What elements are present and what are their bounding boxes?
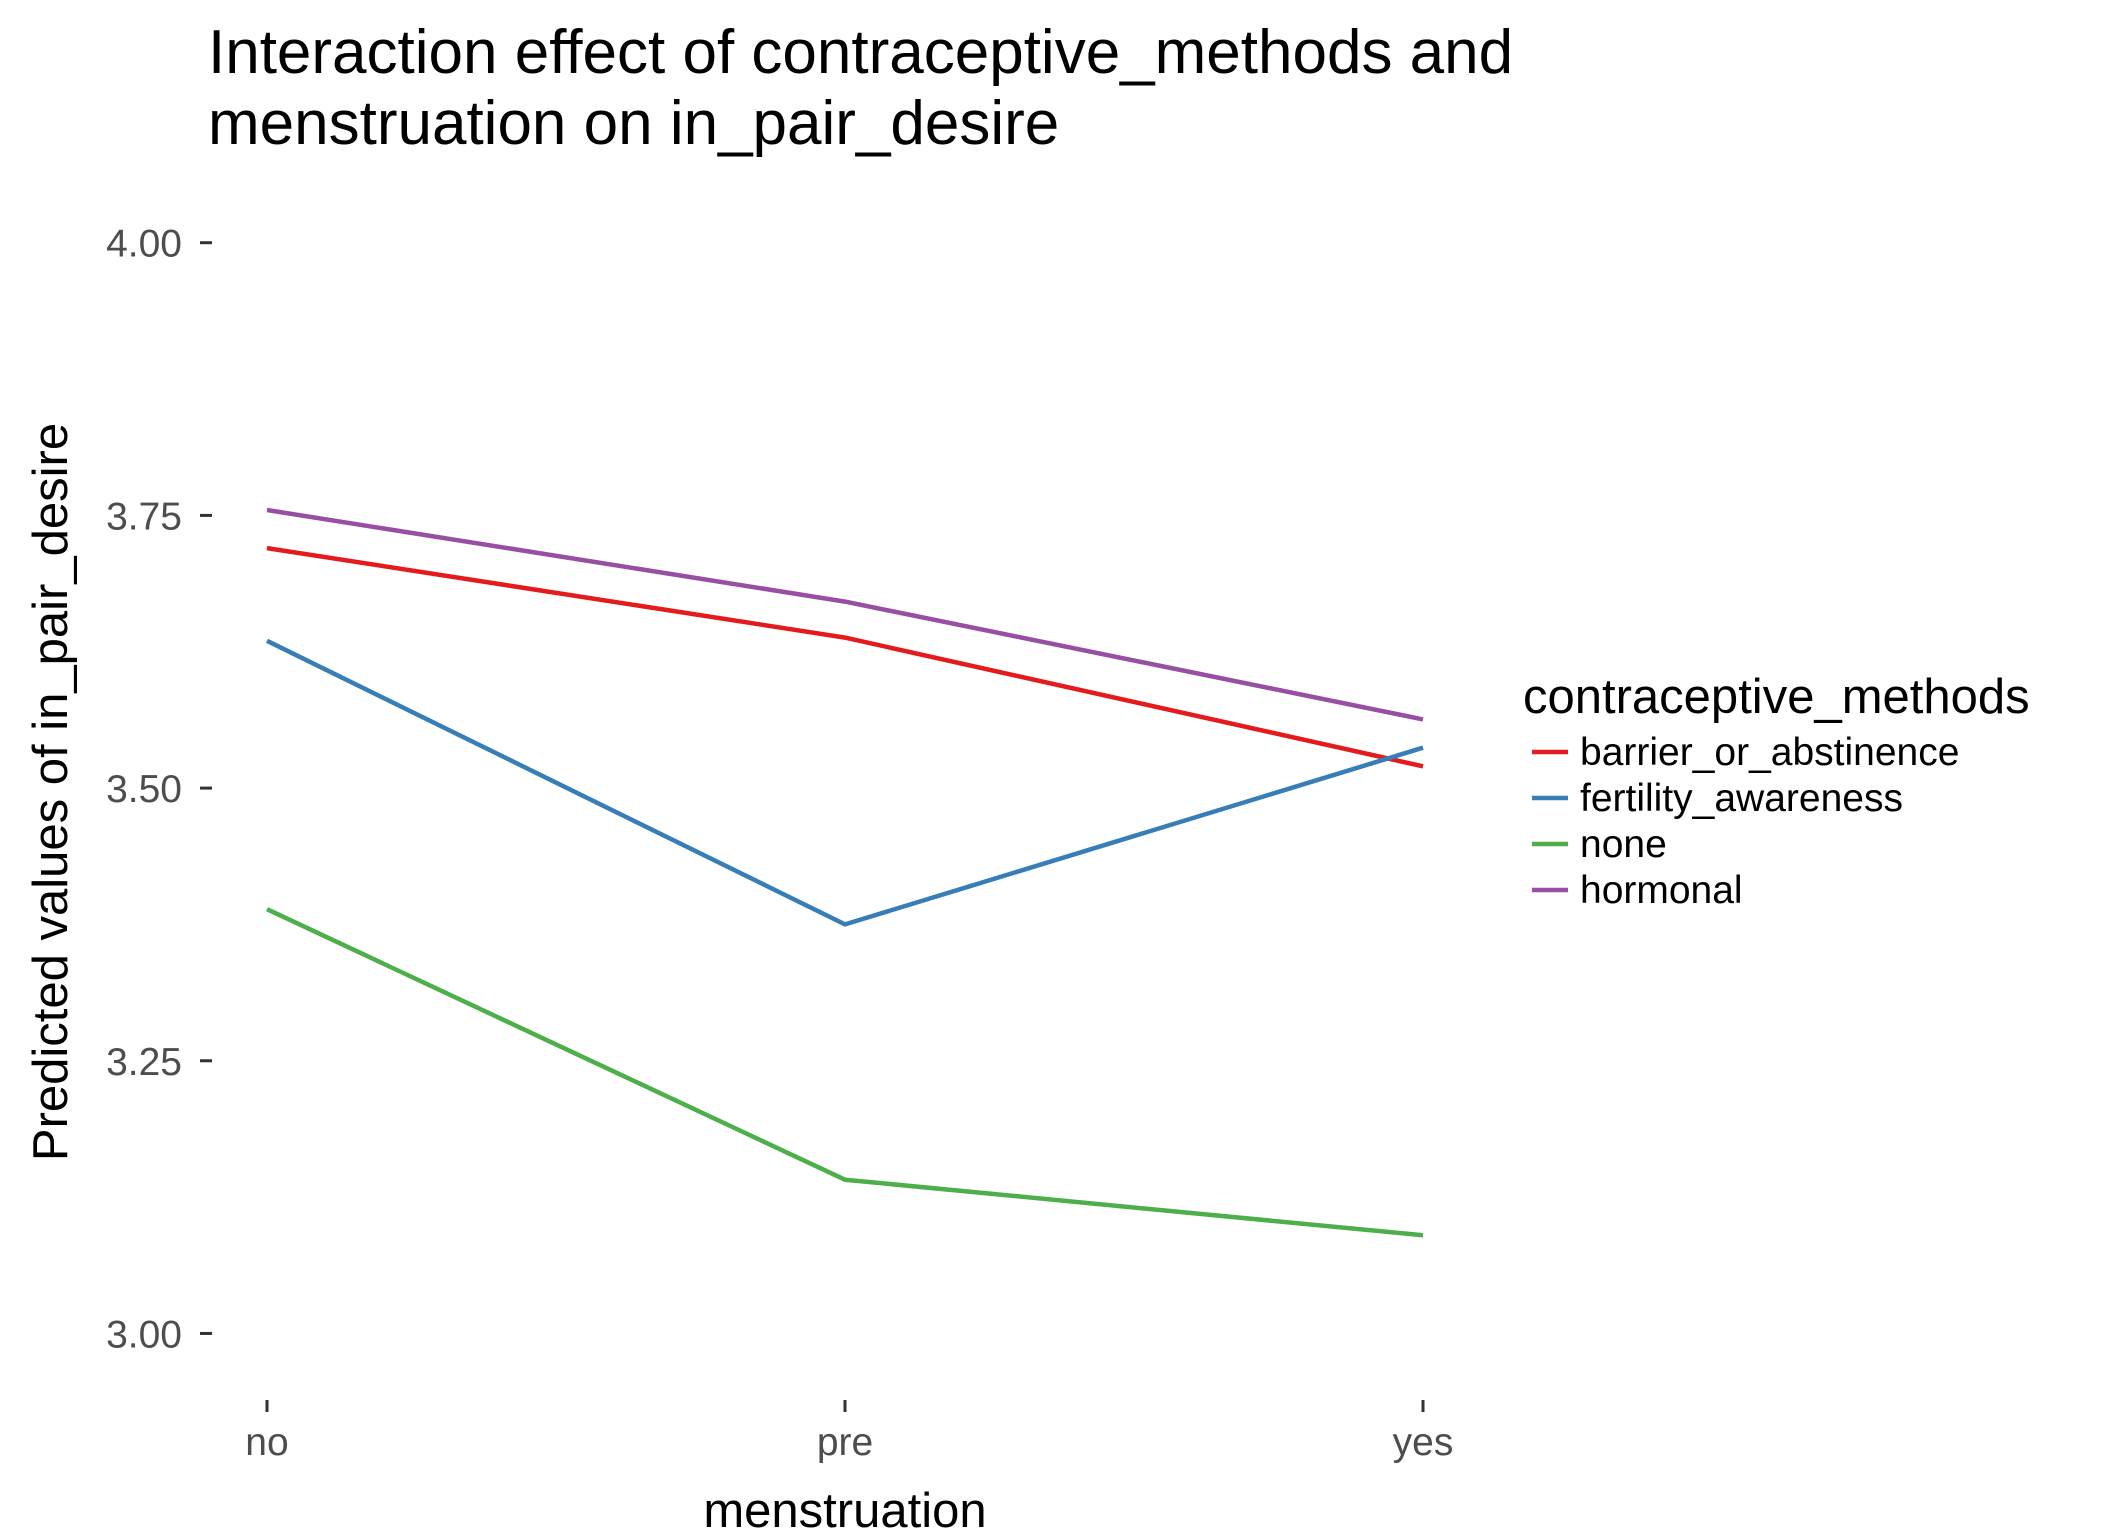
- chart-title: Interaction effect of contraceptive_meth…: [208, 18, 1513, 158]
- series-line-hormonal: [266, 507, 1424, 722]
- y-tick-label: 3.75: [106, 495, 182, 538]
- series-line-none: [266, 907, 1424, 1238]
- x-tick-label-pre: pre: [817, 1421, 873, 1464]
- y-tick-label: 3.50: [106, 768, 182, 811]
- series-line-barrier-or-abstinence: [266, 545, 1424, 769]
- chart-title-line-1: Interaction effect of contraceptive_meth…: [208, 18, 1513, 87]
- x-axis: no pre yes: [245, 1400, 1453, 1464]
- plot-series: [266, 507, 1424, 1238]
- series-line-fertility-awareness: [266, 638, 1424, 927]
- y-axis: 3.00 3.25 3.50 3.75 4.00: [106, 223, 212, 1356]
- y-tick-label: 4.00: [106, 223, 182, 266]
- y-axis-title: Predicted values of in_pair_desire: [24, 423, 78, 1161]
- legend-title: contraceptive_methods: [1523, 670, 2030, 724]
- x-tick-label-no: no: [245, 1421, 288, 1464]
- y-tick-label: 3.00: [106, 1313, 182, 1356]
- legend-label-fertility-awareness: fertility_awareness: [1580, 777, 1903, 820]
- x-axis-title: menstruation: [703, 1484, 986, 1536]
- legend-label-barrier-or-abstinence: barrier_or_abstinence: [1580, 731, 1959, 774]
- chart-title-line-2: menstruation on in_pair_desire: [208, 89, 1059, 158]
- y-tick-label: 3.25: [106, 1041, 182, 1084]
- legend-label-hormonal: hormonal: [1580, 869, 1743, 912]
- legend: contraceptive_methods barrier_or_abstine…: [1523, 670, 2030, 912]
- legend-label-none: none: [1580, 823, 1667, 866]
- x-tick-label-yes: yes: [1393, 1421, 1454, 1464]
